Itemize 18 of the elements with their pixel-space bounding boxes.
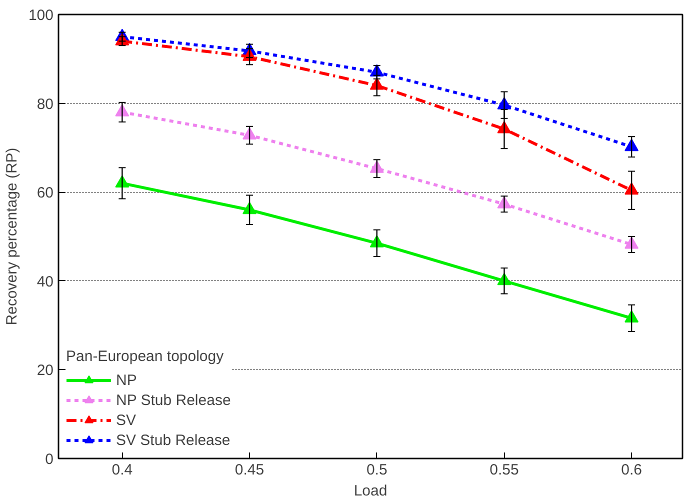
y-tick-label: 0 bbox=[45, 451, 54, 468]
legend-label: NP bbox=[116, 370, 137, 390]
x-tick-label: 0.45 bbox=[234, 462, 264, 478]
x-axis-title: Load bbox=[354, 482, 388, 500]
y-tick-label: 40 bbox=[36, 273, 54, 290]
x-tick-label: 0.6 bbox=[621, 462, 642, 478]
x-tick-label: 0.55 bbox=[490, 462, 519, 478]
y-axis-title: Recovery percentage (RP) bbox=[3, 148, 20, 326]
y-tick-label: 60 bbox=[36, 184, 54, 202]
legend-label: SV Stub Release bbox=[116, 430, 230, 450]
legend-title: Pan-European topology bbox=[66, 348, 225, 365]
legend-label: SV bbox=[116, 410, 136, 430]
legend-label: NP Stub Release bbox=[116, 390, 231, 410]
x-tick-label: 0.4 bbox=[112, 462, 133, 478]
y-tick-label: 20 bbox=[36, 362, 54, 380]
y-tick-label: 100 bbox=[28, 7, 54, 24]
y-tick-label: 80 bbox=[36, 96, 54, 113]
x-tick-label: 0.5 bbox=[366, 462, 388, 478]
